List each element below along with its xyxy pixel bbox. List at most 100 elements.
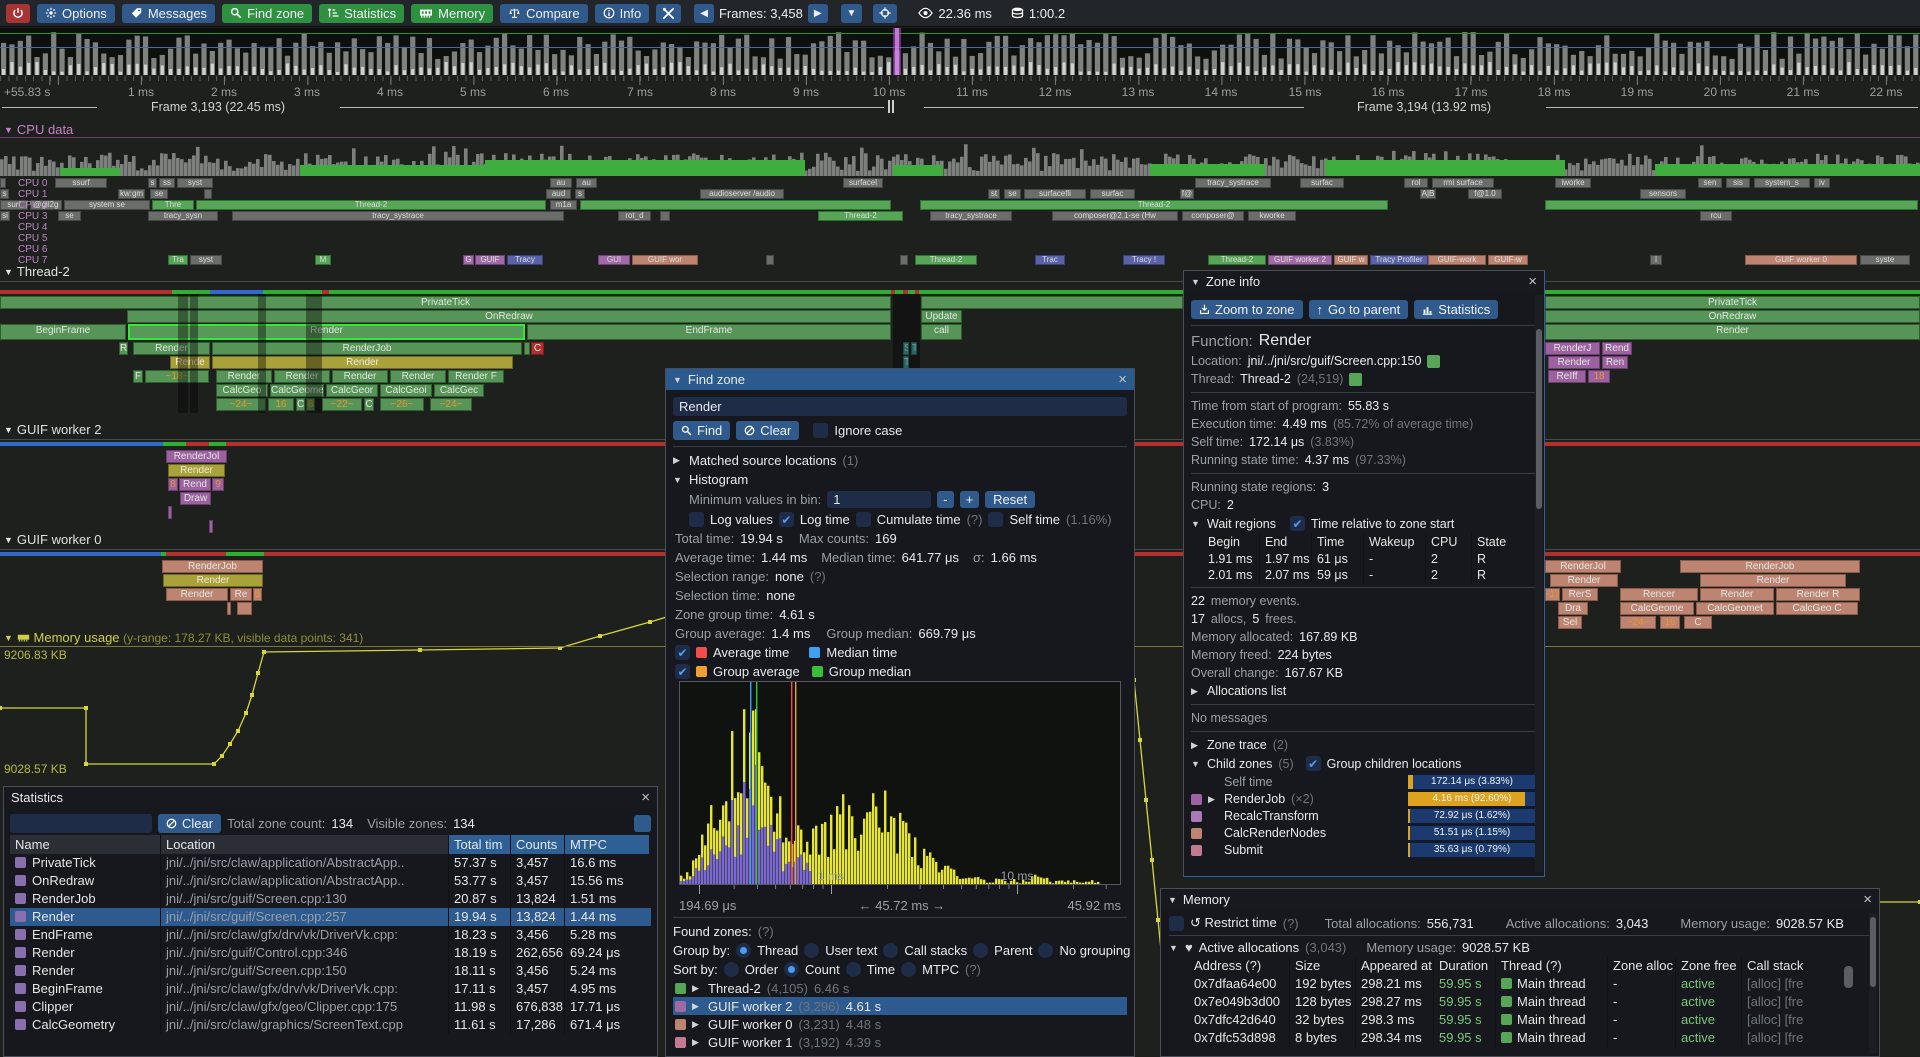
- radio-mtpc[interactable]: MTPC: [901, 962, 959, 977]
- clear-button[interactable]: Clear: [736, 421, 800, 440]
- timeline-zone[interactable]: Render: [1548, 356, 1600, 369]
- group-children-checkbox[interactable]: ✔: [1305, 756, 1321, 771]
- call-stack-cell[interactable]: [alloc] [fre: [1741, 975, 1859, 993]
- cpu-zone[interactable]: sensors: [1640, 189, 1686, 199]
- timeline-zone[interactable]: CalcGeoi: [380, 384, 432, 397]
- show-avg-med-checkbox[interactable]: ✔: [675, 645, 690, 660]
- collapse-icon[interactable]: ▼: [673, 474, 682, 485]
- timeline-zone[interactable]: OnRedraw: [127, 310, 891, 323]
- timeline-zone[interactable]: 16: [1660, 616, 1680, 629]
- child-zone-row[interactable]: Submit 35.63 μs (0.79%): [1191, 842, 1537, 858]
- close-icon[interactable]: ×: [1118, 371, 1127, 388]
- table-row[interactable]: BeginFrame jni/../jni/src/claw/gfx/drv/vk…: [10, 980, 651, 998]
- cpu-zone[interactable]: @gil2g: [30, 200, 62, 210]
- section-header-guif-worker-2[interactable]: ▼ GUIF worker 2: [4, 422, 102, 437]
- find-zone-titlebar[interactable]: ▼ Find zone ×: [666, 369, 1134, 390]
- timeline-zone[interactable]: RenderJol: [1545, 560, 1621, 573]
- cpu-zone[interactable]: s: [575, 189, 585, 199]
- cpu-zone[interactable]: rcu: [1700, 211, 1732, 221]
- column-header-zone-alloc[interactable]: Zone alloc: [1607, 957, 1675, 975]
- timeline-zone[interactable]: [237, 602, 252, 615]
- timeline-zone[interactable]: CalcGec: [434, 384, 484, 397]
- cpu-zone[interactable]: sis: [1726, 178, 1750, 188]
- cpu-zone[interactable]: Tra: [168, 255, 188, 265]
- cpu-zone[interactable]: system_s: [1754, 178, 1810, 188]
- timeline-zone[interactable]: Render F: [448, 370, 504, 383]
- table-row[interactable]: Render jni/../jni/src/guif/Screen.cpp:257…: [10, 908, 651, 926]
- find-zone-query-input[interactable]: Render: [673, 397, 1127, 416]
- cpu-zone[interactable]: se: [150, 189, 168, 199]
- cpu-zone[interactable]: Thread-2: [915, 255, 977, 265]
- cpu-zone[interactable]: [580, 200, 891, 210]
- time-relative-checkbox[interactable]: ✔: [1290, 516, 1306, 531]
- cpu-zone[interactable]: GUIF w: [1334, 255, 1368, 265]
- log-values-checkbox[interactable]: [689, 512, 704, 527]
- cpu-zone[interactable]: st: [988, 189, 1000, 199]
- timeline-zone[interactable]: Render: [1550, 574, 1618, 587]
- column-header-thread[interactable]: Thread (?): [1495, 957, 1607, 975]
- expand-icon[interactable]: ▶: [673, 455, 680, 465]
- radio-count[interactable]: Count: [784, 962, 840, 977]
- cpu-zone[interactable]: GUIF-work: [1428, 255, 1486, 265]
- cpu-zone[interactable]: s: [148, 178, 157, 188]
- zone-info-titlebar[interactable]: ▼ Zone info ×: [1184, 271, 1544, 292]
- timeline-zone[interactable]: BeginFrame: [0, 324, 126, 340]
- cpu-zone[interactable]: surfac: [1300, 178, 1344, 188]
- radio-order[interactable]: Order: [723, 962, 778, 977]
- timeline-zone[interactable]: Render: [274, 370, 330, 383]
- timeline-zone[interactable]: RenderJob: [1680, 560, 1860, 573]
- collapse-icon[interactable]: ▼: [1168, 894, 1177, 905]
- timeline-zone[interactable]: Rende: [170, 356, 210, 369]
- timeline-zone[interactable]: [227, 602, 231, 615]
- expand-icon[interactable]: ▶: [1208, 793, 1215, 804]
- timeline-zone[interactable]: Render: [212, 356, 513, 369]
- cpu-zone[interactable]: M: [315, 255, 331, 265]
- cpu-zone[interactable]: surfacefli: [1024, 189, 1086, 199]
- cpu-zone[interactable]: Thread-2: [1208, 255, 1266, 265]
- timeline-zone[interactable]: PrivateTick: [1545, 296, 1920, 309]
- cpu-zone[interactable]: A|B: [1420, 189, 1436, 199]
- log-time-checkbox[interactable]: ✔: [778, 512, 794, 527]
- cpu-zone[interactable]: tracy_systrace: [232, 211, 564, 221]
- timeline-zone[interactable]: Render: [163, 574, 263, 587]
- cpu-zone[interactable]: si: [0, 211, 10, 221]
- info-button[interactable]: Info: [594, 3, 650, 23]
- memory-button[interactable]: Memory: [411, 3, 494, 23]
- allocations-list[interactable]: Allocations list: [1207, 684, 1287, 698]
- zone-group-row[interactable]: ▶ GUIF worker 0 (3,231) 4.48 s: [673, 1015, 1127, 1033]
- zone-statistics-button[interactable]: Statistics: [1414, 300, 1499, 319]
- cpu-zone[interactable]: se: [1004, 189, 1021, 199]
- radio-button[interactable]: [883, 943, 899, 958]
- table-row[interactable]: Clipper jni/../jni/src/claw/gfx/geo/Clipp…: [10, 998, 651, 1016]
- cpu-zone[interactable]: Tracy !: [1123, 255, 1165, 265]
- prev-frame-button[interactable]: ◀: [694, 3, 714, 23]
- cpu-zone[interactable]: GUI: [598, 255, 630, 265]
- timeline-zone[interactable]: [524, 342, 530, 355]
- timeline-zone[interactable]: PrivateTick: [0, 296, 891, 309]
- timeline-zone[interactable]: Render: [168, 464, 225, 477]
- cpu-zone[interactable]: kworke: [1248, 211, 1296, 221]
- find-button[interactable]: Find: [673, 421, 731, 440]
- timeline-zone[interactable]: 18: [1588, 370, 1610, 383]
- call-stack-cell[interactable]: [alloc] [fre: [1741, 1011, 1859, 1029]
- cpu-zone[interactable]: Tracy: [507, 255, 543, 265]
- timeline-zone[interactable]: CalcGeo C: [1776, 602, 1858, 615]
- timeline-zone[interactable]: Rend: [179, 478, 211, 491]
- cpu-zone[interactable]: tracy_sysn: [148, 211, 218, 221]
- next-frame-button[interactable]: ▶: [807, 3, 828, 23]
- expand-icon[interactable]: ▶: [692, 1000, 699, 1011]
- timeline-zone[interactable]: ~26~: [380, 398, 424, 411]
- timeline-zone[interactable]: Render: [390, 370, 446, 383]
- timeline-zone[interactable]: C: [296, 398, 305, 411]
- child-zone-row[interactable]: ▶ RenderJob (×2) 4.16 ms (92.60%): [1191, 791, 1537, 807]
- cpu-zone[interactable]: sen: [1698, 178, 1722, 188]
- cpu-zone[interactable]: GUIF-w: [1488, 255, 1528, 265]
- timeline-zone[interactable]: [209, 520, 213, 533]
- timeline-zone[interactable]: RenderJ: [1545, 342, 1600, 355]
- cpu-zone[interactable]: rot_d: [618, 211, 651, 221]
- timeline-zone[interactable]: Render R: [1776, 588, 1860, 601]
- column-header-total-tim[interactable]: Total tim: [448, 835, 510, 854]
- child-zone-row[interactable]: CalcRenderNodes 51.51 μs (1.15%): [1191, 825, 1537, 841]
- cpu-zone[interactable]: [900, 255, 908, 265]
- cpu-zone[interactable]: Trac: [1035, 255, 1065, 265]
